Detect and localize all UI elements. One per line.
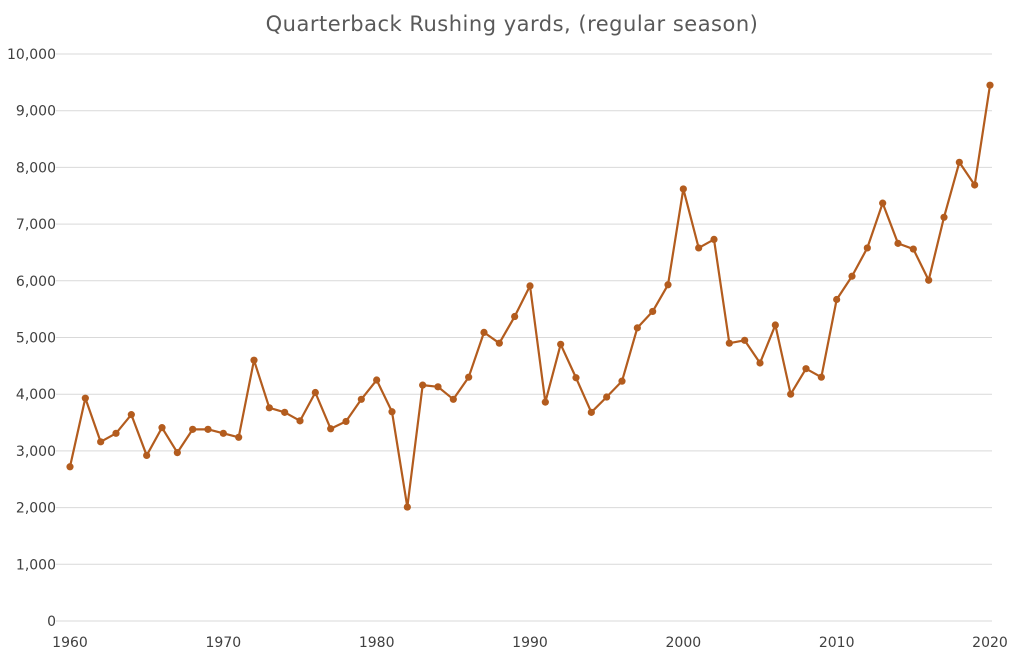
data-point-2014 <box>894 239 902 247</box>
data-point-1999 <box>664 281 672 289</box>
x-tick-label: 2020 <box>972 635 1008 651</box>
data-point-2009 <box>817 373 825 381</box>
x-tick-label: 1990 <box>512 635 548 651</box>
data-point-2011 <box>848 272 856 280</box>
data-point-2012 <box>863 244 871 252</box>
data-point-2015 <box>909 245 917 253</box>
data-point-1980 <box>373 376 381 384</box>
y-tick-label: 4,000 <box>16 387 56 403</box>
data-point-1996 <box>618 377 626 385</box>
data-point-2001 <box>695 244 703 252</box>
data-point-1984 <box>434 383 442 391</box>
series-line <box>68 85 992 509</box>
y-tick-label: 9,000 <box>16 104 56 120</box>
data-point-1989 <box>511 312 519 321</box>
data-point-1997 <box>633 324 641 332</box>
data-point-1968 <box>189 425 197 433</box>
data-point-2005 <box>756 359 764 367</box>
data-point-1975 <box>296 417 304 425</box>
x-tick-label: 1960 <box>52 635 88 651</box>
data-point-2013 <box>879 199 887 207</box>
data-point-2006 <box>771 321 779 329</box>
data-point-2017 <box>940 213 948 221</box>
data-point-1987 <box>480 328 488 336</box>
data-point-1995 <box>603 393 611 401</box>
data-point-1969 <box>204 425 212 433</box>
data-point-1976 <box>311 388 319 397</box>
data-point-2007 <box>787 390 795 398</box>
data-point-1981 <box>388 408 396 416</box>
data-point-2018 <box>955 158 963 166</box>
y-tick-label: 8,000 <box>16 160 56 176</box>
data-point-1977 <box>327 425 335 433</box>
data-point-1983 <box>419 381 427 389</box>
data-point-2004 <box>741 336 749 344</box>
data-point-1963 <box>112 429 120 437</box>
data-point-1998 <box>649 307 657 316</box>
data-point-1990 <box>526 282 534 290</box>
data-point-1993 <box>572 374 580 382</box>
data-point-1961 <box>81 394 89 402</box>
data-point-1994 <box>587 408 595 416</box>
data-point-1964 <box>127 411 135 419</box>
data-point-2010 <box>833 295 841 304</box>
data-point-1971 <box>235 433 243 441</box>
data-point-1965 <box>143 451 151 460</box>
data-point-1986 <box>465 373 473 381</box>
data-point-1992 <box>557 340 565 348</box>
data-point-1967 <box>173 449 181 457</box>
data-point-1970 <box>219 429 227 437</box>
y-tick-label: 5,000 <box>16 331 56 347</box>
data-point-1960 <box>66 463 74 471</box>
y-tick-label: 2,000 <box>16 501 56 517</box>
data-point-2020 <box>986 81 994 89</box>
y-tick-label: 3,000 <box>16 444 56 460</box>
data-point-1985 <box>449 395 457 403</box>
data-point-2000 <box>679 185 687 193</box>
data-point-1972 <box>250 356 258 364</box>
data-point-2019 <box>971 181 979 189</box>
y-tick-label: 7,000 <box>16 217 56 233</box>
chart-title: Quarterback Rushing yards, (regular seas… <box>266 12 759 36</box>
data-point-1988 <box>495 339 503 347</box>
x-tick-label: 2010 <box>819 635 855 651</box>
y-axis-ticks: 0 1,000 2,000 3,000 4,000 5,000 6,000 7,000 8,00… <box>7 47 56 630</box>
gridlines <box>56 53 992 622</box>
data-point-2016 <box>925 276 933 284</box>
y-tick-label: 10,000 <box>7 47 56 63</box>
data-point-1979 <box>357 395 365 403</box>
data-point-1962 <box>97 438 105 446</box>
y-tick-label: 1,000 <box>16 557 56 573</box>
data-point-2003 <box>725 339 733 347</box>
data-point-1978 <box>342 417 350 426</box>
x-tick-label: 1970 <box>206 635 242 651</box>
y-tick-label: 0 <box>47 614 56 630</box>
data-point-1973 <box>265 404 273 412</box>
series-rushing-yards <box>66 81 994 511</box>
x-tick-label: 1980 <box>359 635 395 651</box>
data-point-1982 <box>403 503 411 511</box>
y-tick-label: 6,000 <box>16 274 56 290</box>
x-tick-label: 2000 <box>666 635 702 651</box>
data-point-2008 <box>802 365 810 373</box>
data-point-1991 <box>541 398 549 406</box>
data-point-2002 <box>710 235 718 244</box>
data-point-1974 <box>281 408 289 416</box>
data-point-1966 <box>158 424 166 432</box>
x-axis-ticks: 1960 1970 1980 1990 2000 2010 2020 <box>52 635 1008 651</box>
